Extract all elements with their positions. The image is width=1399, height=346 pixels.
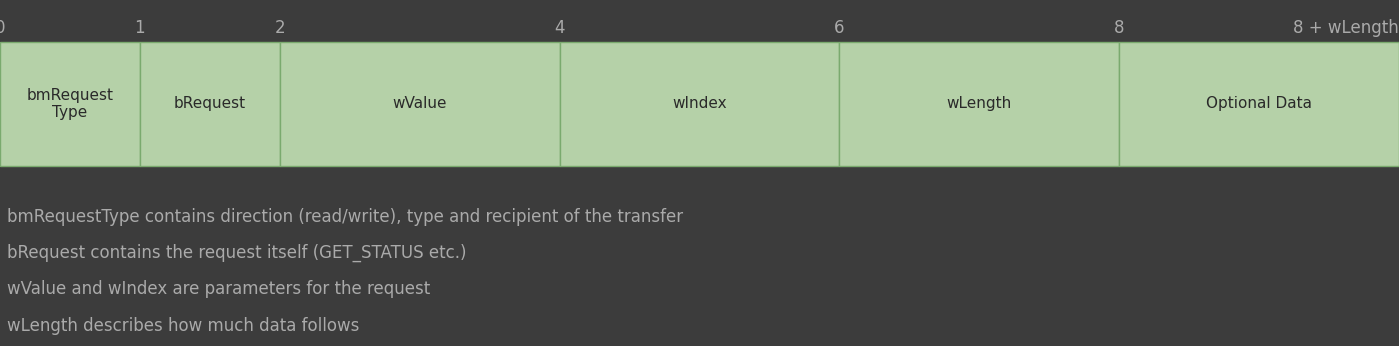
Text: wIndex: wIndex xyxy=(672,96,727,111)
Bar xyxy=(280,42,560,166)
Text: 6: 6 xyxy=(834,19,845,37)
Text: 0: 0 xyxy=(0,19,6,37)
Text: wLength: wLength xyxy=(947,96,1011,111)
Bar xyxy=(0,42,140,166)
Bar xyxy=(1119,42,1399,166)
Bar xyxy=(140,42,280,166)
Text: Optional Data: Optional Data xyxy=(1206,96,1312,111)
Text: 2: 2 xyxy=(274,19,285,37)
Bar xyxy=(560,42,839,166)
Text: 8 + wLength: 8 + wLength xyxy=(1293,19,1399,37)
Bar xyxy=(839,42,1119,166)
Text: 8: 8 xyxy=(1114,19,1125,37)
Text: bmRequest
Type: bmRequest Type xyxy=(27,88,113,120)
Text: wValue: wValue xyxy=(393,96,446,111)
Text: bmRequestType contains direction (read/write), type and recipient of the transfe: bmRequestType contains direction (read/w… xyxy=(7,208,683,226)
Text: 4: 4 xyxy=(554,19,565,37)
Text: bRequest contains the request itself (GET_STATUS etc.): bRequest contains the request itself (GE… xyxy=(7,244,466,262)
Text: 1: 1 xyxy=(134,19,145,37)
Text: wValue and wIndex are parameters for the request: wValue and wIndex are parameters for the… xyxy=(7,280,431,298)
Text: bRequest: bRequest xyxy=(173,96,246,111)
Text: wLength describes how much data follows: wLength describes how much data follows xyxy=(7,317,360,335)
